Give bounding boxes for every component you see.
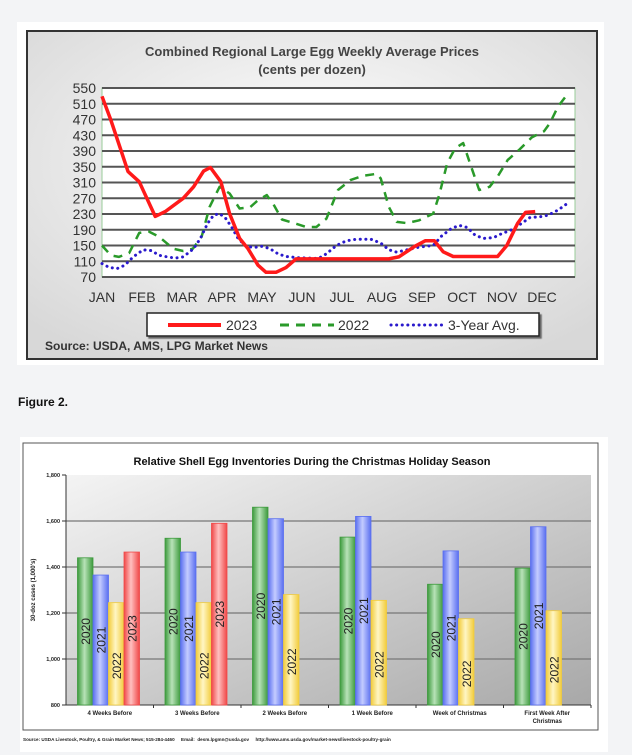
bar-year-label: 2021 (357, 597, 371, 624)
x-tick-label: MAY (247, 289, 277, 305)
bar-year-label: 2023 (125, 615, 139, 642)
bar-2022 (545, 610, 562, 706)
x-tick-label: JAN (89, 289, 115, 305)
y-tick-label: 70 (80, 269, 96, 285)
y-tick-label: 190 (73, 222, 97, 238)
x-tick-label: DEC (527, 289, 557, 305)
x-tick-label: 1 Week Before (352, 711, 394, 717)
y-tick-label: 310 (73, 175, 97, 191)
bar-year-label: 2021 (182, 615, 196, 642)
legend-label-3yr: 3-Year Avg. (448, 317, 520, 333)
y-tick-label: 1,800 (46, 473, 60, 479)
bar-year-label: 2022 (547, 656, 561, 683)
bar-year-label: 2021 (94, 626, 108, 653)
x-tick-label: Week of Christmas (433, 711, 488, 717)
x-tick-label: OCT (447, 289, 477, 305)
egg-inventory-bar-chart: Relative Shell Egg Inventories During th… (22, 442, 599, 742)
x-tick-label: Christmas (533, 719, 563, 725)
figure-caption: Figure 2. (18, 395, 69, 409)
bar-year-label: 2020 (254, 592, 268, 619)
egg-price-line-chart: Combined Regional Large Egg Weekly Avera… (26, 30, 598, 360)
bar-2023 (211, 522, 228, 706)
bar-year-label: 2022 (285, 648, 299, 675)
y-tick-label: 110 (74, 253, 97, 269)
series-line-3-year-avg- (100, 201, 570, 271)
bar-year-label: 2020 (166, 608, 180, 635)
y-tick-label: 350 (73, 159, 97, 175)
series-line-2023 (100, 95, 536, 275)
x-tick-label: 4 Weeks Before (87, 711, 132, 717)
y-tick-label: 800 (51, 703, 60, 709)
legend-label-2022: 2022 (338, 317, 369, 333)
x-tick-label: SEP (408, 289, 436, 305)
bar-year-label: 2023 (213, 600, 227, 627)
y-tick-label: 510 (73, 96, 97, 112)
chart-subtitle: (cents per dozen) (258, 62, 366, 77)
bar-year-label: 2020 (341, 607, 355, 634)
x-tick-label: JUN (288, 289, 315, 305)
bar-year-label: 2021 (444, 614, 458, 641)
x-tick-label: APR (208, 289, 237, 305)
y-tick-label: 1,000 (46, 657, 60, 663)
y-tick-label: 270 (73, 190, 97, 206)
plot-area (66, 475, 591, 705)
chart-title: Relative Shell Egg Inventories During th… (134, 456, 491, 468)
chart-title: Combined Regional Large Egg Weekly Avera… (145, 44, 479, 59)
legend-label-2023: 2023 (226, 317, 257, 333)
x-tick-label: MAR (166, 289, 197, 305)
bar-2023 (123, 551, 140, 706)
chart-source: Source: USDA Livestock, Poultry, & Grain… (23, 737, 391, 742)
y-tick-label: 1,600 (46, 519, 60, 525)
y-tick-label: 230 (73, 206, 97, 222)
bar-year-label: 2022 (110, 652, 124, 679)
bar-year-label: 2021 (269, 598, 283, 625)
y-axis-label: 30-doz cases (1,000's) (31, 559, 37, 622)
y-tick-label: 470 (73, 112, 97, 128)
bar-year-label: 2020 (429, 631, 443, 658)
bar-year-label: 2022 (460, 660, 474, 687)
bar-year-label: 2020 (79, 618, 93, 645)
bar-year-label: 2020 (516, 623, 530, 650)
bar-year-label: 2022 (372, 651, 386, 678)
y-tick-label: 1,400 (46, 565, 60, 571)
y-tick-label: 550 (73, 80, 97, 96)
bar-2022 (458, 618, 475, 706)
x-tick-label: NOV (487, 289, 518, 305)
x-tick-label: 2 Weeks Before (262, 711, 307, 717)
y-tick-label: 1,200 (46, 611, 60, 617)
x-tick-label: First Week After (524, 711, 570, 717)
x-tick-label: JUL (330, 289, 355, 305)
x-tick-label: FEB (128, 289, 155, 305)
legend: 2023 2022 3-Year Avg. (146, 312, 540, 337)
bar-year-label: 2022 (197, 652, 211, 679)
series-line-2022 (101, 92, 569, 259)
bar-year-label: 2021 (532, 602, 546, 629)
bar-2022 (283, 594, 300, 706)
y-tick-label: 150 (73, 238, 97, 254)
y-tick-label: 390 (73, 143, 97, 159)
bar-2022 (370, 599, 387, 706)
x-tick-label: AUG (367, 289, 397, 305)
x-tick-label: 3 Weeks Before (175, 711, 220, 717)
y-tick-label: 430 (73, 127, 97, 143)
chart-source: Source: USDA, AMS, LPG Market News (45, 339, 268, 353)
